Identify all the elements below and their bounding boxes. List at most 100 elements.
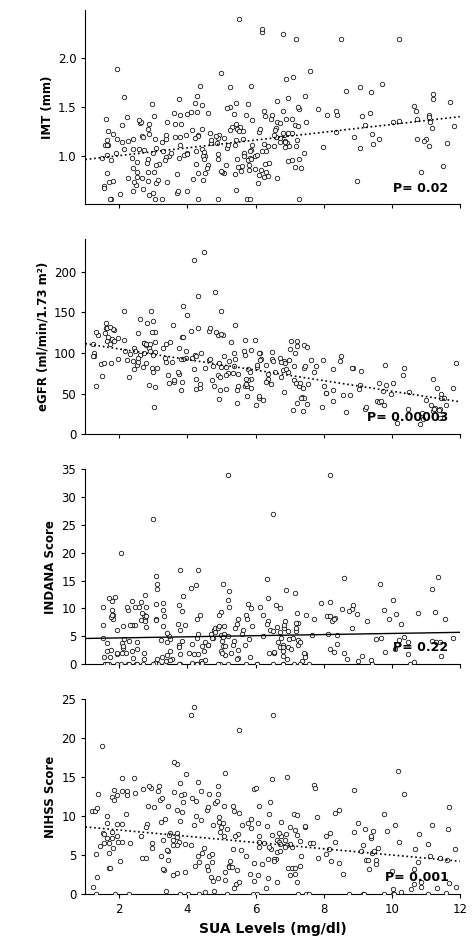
Point [151, 345, 158, 360]
Point [217, 643, 225, 658]
Point [300, 404, 307, 419]
Point [113, 828, 121, 844]
Point [450, 119, 458, 134]
Point [275, 835, 283, 850]
Point [282, 613, 289, 629]
Point [169, 318, 176, 333]
Point [281, 621, 288, 636]
Point [354, 606, 361, 621]
Point [246, 649, 254, 664]
Point [192, 808, 200, 824]
Point [170, 105, 178, 120]
Point [118, 770, 126, 786]
Point [370, 844, 378, 859]
Point [108, 608, 116, 623]
Point [246, 144, 254, 159]
Point [239, 622, 247, 637]
Point [289, 861, 296, 876]
Point [113, 646, 121, 661]
Point [140, 130, 147, 146]
Point [410, 876, 418, 891]
Point [299, 380, 307, 396]
Point [94, 786, 102, 802]
Point [155, 778, 163, 793]
Point [208, 132, 215, 147]
Point [122, 806, 129, 822]
Point [147, 303, 155, 319]
Point [258, 856, 266, 871]
Point [208, 869, 215, 884]
Point [369, 824, 377, 839]
Point [291, 159, 299, 174]
Point [216, 618, 223, 633]
Point [280, 617, 288, 632]
Point [176, 129, 183, 145]
Point [103, 644, 111, 659]
Point [332, 103, 339, 118]
Point [229, 842, 237, 857]
Point [301, 819, 309, 834]
Point [166, 334, 174, 349]
Point [214, 620, 222, 635]
Point [273, 874, 281, 889]
Point [111, 886, 118, 902]
Point [327, 594, 334, 610]
Point [285, 153, 292, 168]
Point [204, 862, 212, 877]
Point [446, 876, 453, 891]
Point [379, 384, 387, 399]
Point [428, 817, 436, 832]
Point [173, 166, 181, 182]
Point [168, 651, 175, 667]
Point [296, 152, 303, 167]
Point [126, 617, 134, 632]
Point [228, 335, 235, 350]
Point [149, 313, 157, 328]
Point [394, 763, 402, 778]
Point [342, 84, 349, 99]
Point [194, 320, 202, 336]
Point [194, 127, 201, 143]
Point [387, 386, 394, 401]
Point [131, 599, 138, 614]
Point [221, 864, 228, 880]
Point [241, 332, 249, 347]
Point [233, 396, 240, 411]
Point [427, 398, 435, 413]
Point [200, 145, 207, 160]
Point [247, 142, 255, 157]
Point [162, 811, 169, 826]
Point [390, 886, 398, 902]
Point [140, 345, 147, 360]
Point [291, 656, 298, 671]
Point [218, 65, 225, 80]
Point [271, 645, 278, 660]
Point [235, 366, 242, 381]
Point [163, 174, 171, 189]
Point [335, 803, 342, 818]
Point [89, 348, 97, 363]
Point [209, 846, 216, 862]
Point [119, 619, 127, 634]
Point [439, 159, 447, 174]
Point [161, 153, 168, 168]
Point [145, 187, 153, 203]
Point [192, 348, 200, 363]
Point [221, 873, 229, 888]
Point [215, 786, 222, 802]
Point [173, 803, 181, 818]
Point [116, 186, 124, 202]
Point [373, 393, 381, 408]
Point [182, 767, 190, 782]
Point [179, 805, 186, 820]
Point [258, 144, 266, 159]
Point [418, 405, 425, 420]
Point [307, 353, 315, 368]
Point [166, 644, 174, 659]
Point [310, 778, 318, 793]
Point [247, 78, 255, 93]
Point [380, 806, 388, 822]
Point [282, 72, 290, 87]
Point [97, 357, 105, 372]
Point [377, 631, 384, 646]
